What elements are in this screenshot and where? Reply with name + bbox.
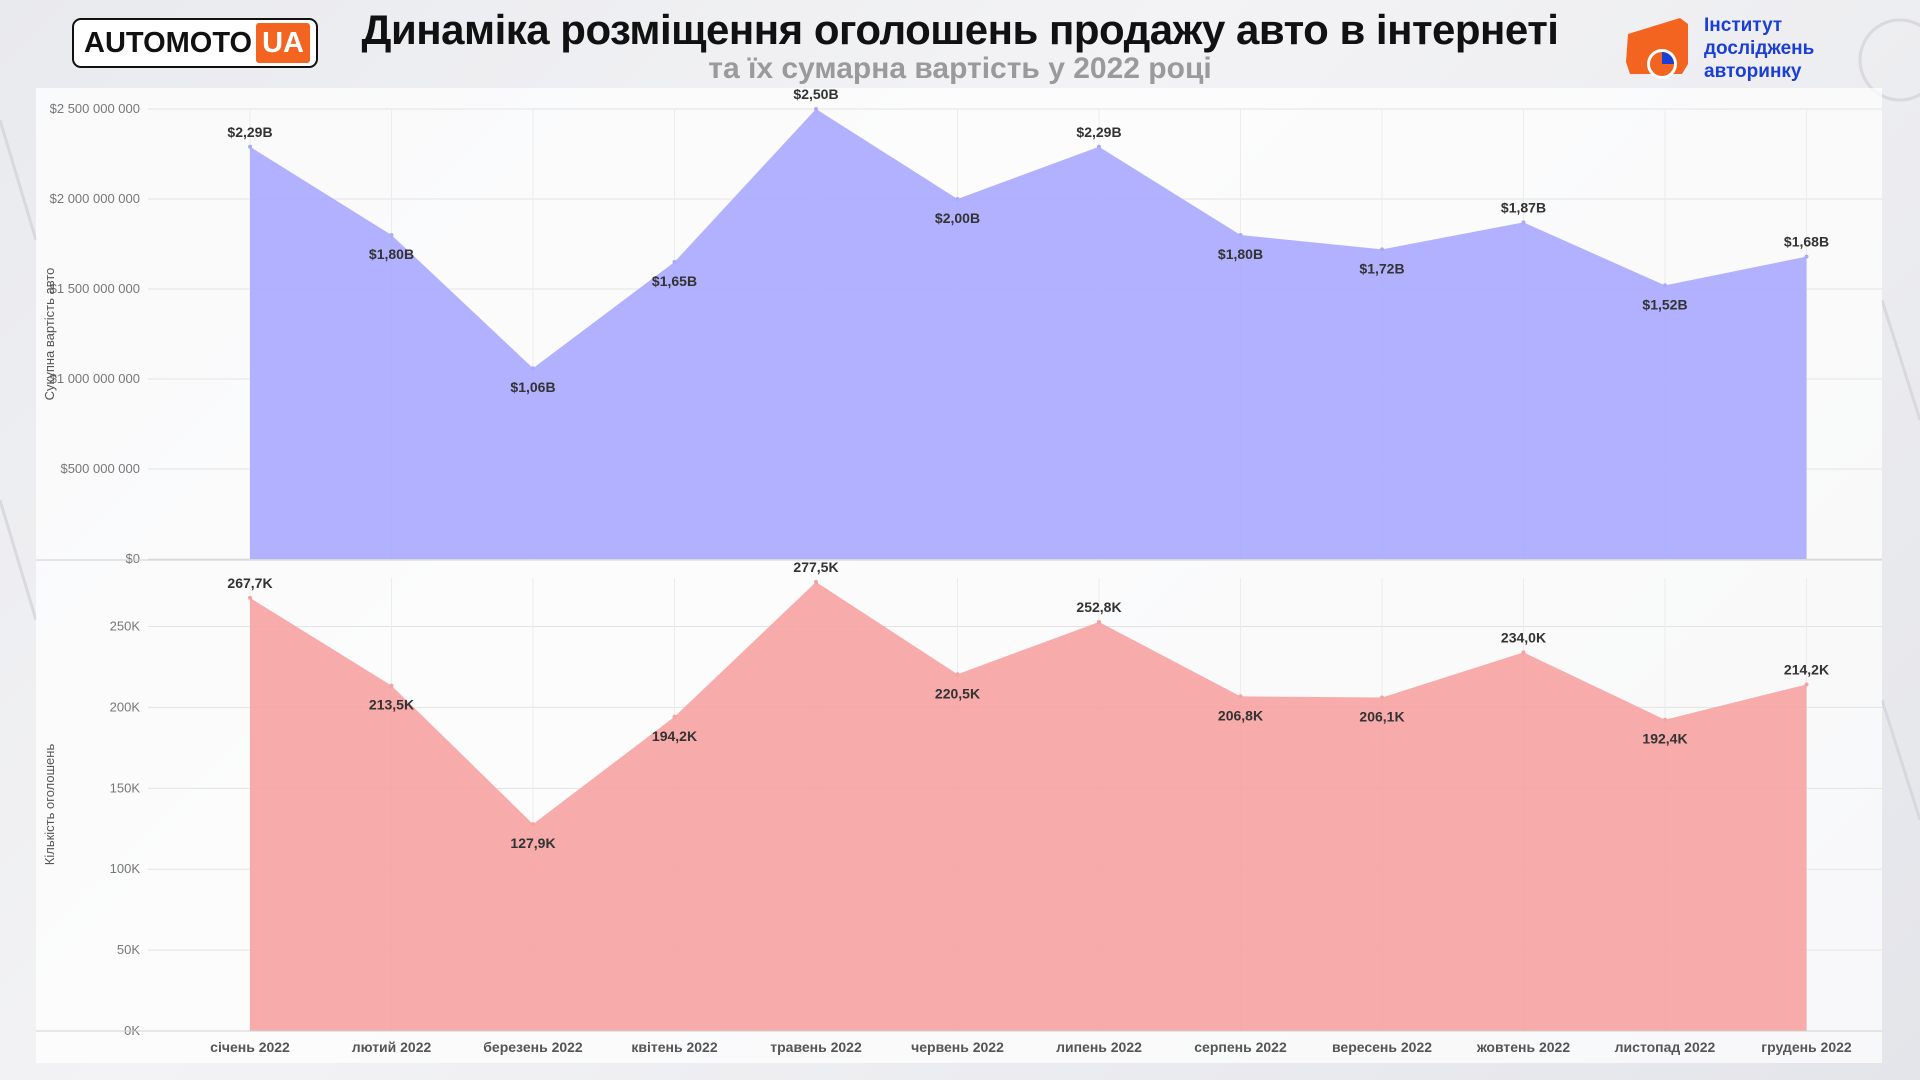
y-tick-label: $500 000 000 (60, 461, 140, 476)
data-point (955, 197, 960, 201)
x-tick-label: серпень 2022 (1194, 1039, 1287, 1055)
data-point (1380, 247, 1384, 252)
data-point (1097, 620, 1101, 625)
y-tick-label: 250K (110, 619, 141, 634)
data-point (1097, 144, 1101, 149)
data-point (1238, 233, 1243, 237)
data-point (1804, 682, 1809, 687)
data-label: 220,5K (935, 685, 980, 701)
data-label: $2,29B (227, 124, 272, 140)
data-point (1380, 695, 1384, 700)
data-label: $2,50B (793, 88, 838, 102)
x-tick-label: грудень 2022 (1761, 1039, 1852, 1055)
data-point (672, 714, 677, 719)
data-point (1804, 254, 1809, 259)
data-point (1521, 220, 1526, 225)
data-label: 214,2K (1784, 661, 1829, 677)
data-label: $1,87B (1501, 199, 1546, 215)
page-subtitle: та їх сумарна вартість у 2022 році (708, 52, 1212, 85)
data-point (955, 672, 960, 677)
data-label: 206,8K (1218, 707, 1263, 723)
data-label: 194,2K (652, 728, 697, 744)
x-tick-label: березень 2022 (483, 1039, 583, 1055)
x-tick-label: липень 2022 (1056, 1039, 1142, 1055)
x-tick-label: жовтень 2022 (1476, 1039, 1571, 1055)
data-label: $1,80B (369, 246, 414, 262)
institute-line3: авторинку (1704, 61, 1802, 82)
data-point (531, 822, 535, 827)
y-tick-label: 150K (110, 780, 141, 795)
institute-logo-icon (1626, 18, 1688, 79)
value-chart: $0 $500 000 000 $1 000 000 000 $1 500 000 0… (36, 88, 1882, 566)
data-label: $2,00B (935, 210, 980, 226)
data-point (248, 144, 252, 149)
area-series (250, 109, 1807, 559)
data-label: 127,9K (510, 835, 555, 851)
data-point (814, 580, 818, 585)
chart-panel: $0 $500 000 000 $1 000 000 000 $1 500 000 0… (36, 88, 1882, 1063)
data-label: $1,80B (1218, 246, 1263, 262)
institute-line2: досліджень (1704, 38, 1815, 59)
data-point (814, 107, 818, 111)
data-point (531, 366, 535, 371)
institute-logo: Інститут досліджень авторинку (1622, 12, 1902, 82)
x-tick-label: травень 2022 (770, 1039, 862, 1055)
y-axis-label: Сукупна вартість авто (42, 268, 57, 401)
data-label: $2,29B (1076, 124, 1121, 140)
y-tick-label: $2 500 000 000 (50, 101, 140, 116)
y-axis-label: Кількість оголошень (42, 744, 57, 866)
data-point (1521, 650, 1526, 655)
automoto-logo: AUTOMOTO UA (72, 18, 318, 68)
y-tick-label: 50K (117, 942, 140, 957)
data-point (1238, 694, 1243, 699)
data-label: 267,7K (227, 575, 272, 591)
data-label: 192,4K (1642, 731, 1687, 747)
data-point (1663, 283, 1667, 288)
data-point (1663, 717, 1667, 722)
area-series (250, 582, 1807, 1031)
data-point (389, 233, 394, 237)
data-label: 277,5K (793, 559, 838, 575)
data-point (672, 260, 677, 264)
x-axis: січень 2022 лютий 2022 березень 2022 квітен… (36, 1030, 1882, 1055)
data-point (248, 595, 252, 600)
y-tick-label: $1 500 000 000 (50, 281, 140, 296)
logo-text: AUTOMOTO (84, 26, 253, 59)
institute-line1: Інститут (1704, 15, 1783, 36)
data-label: $1,06B (510, 379, 555, 395)
y-tick-label: $1 000 000 000 (50, 371, 140, 386)
y-tick-label: $2 000 000 000 (50, 191, 140, 206)
x-tick-label: січень 2022 (210, 1039, 290, 1055)
y-tick-label: 200K (110, 699, 141, 714)
y-tick-label: $0 (126, 551, 140, 566)
data-label: $1,72B (1359, 260, 1404, 276)
data-label: 234,0K (1501, 629, 1546, 645)
data-label: 206,1K (1359, 709, 1404, 725)
area-charts: $0 $500 000 000 $1 000 000 000 $1 500 000 0… (36, 88, 1882, 1063)
page-title: Динаміка розміщення оголошень продажу ав… (361, 6, 1559, 53)
x-tick-label: вересень 2022 (1332, 1039, 1432, 1055)
data-label: $1,52B (1642, 296, 1687, 312)
x-tick-label: лютий 2022 (352, 1039, 432, 1055)
x-tick-label: листопад 2022 (1615, 1039, 1716, 1055)
y-tick-label: 100K (110, 861, 141, 876)
logo-accent: UA (256, 23, 310, 63)
data-label: 213,5K (369, 697, 414, 713)
data-label: $1,68B (1784, 234, 1829, 250)
data-label: 252,8K (1076, 599, 1121, 615)
x-tick-label: червень 2022 (911, 1039, 1004, 1055)
x-tick-label: квітень 2022 (631, 1039, 717, 1055)
data-label: $1,65B (652, 273, 697, 289)
data-point (389, 683, 394, 688)
